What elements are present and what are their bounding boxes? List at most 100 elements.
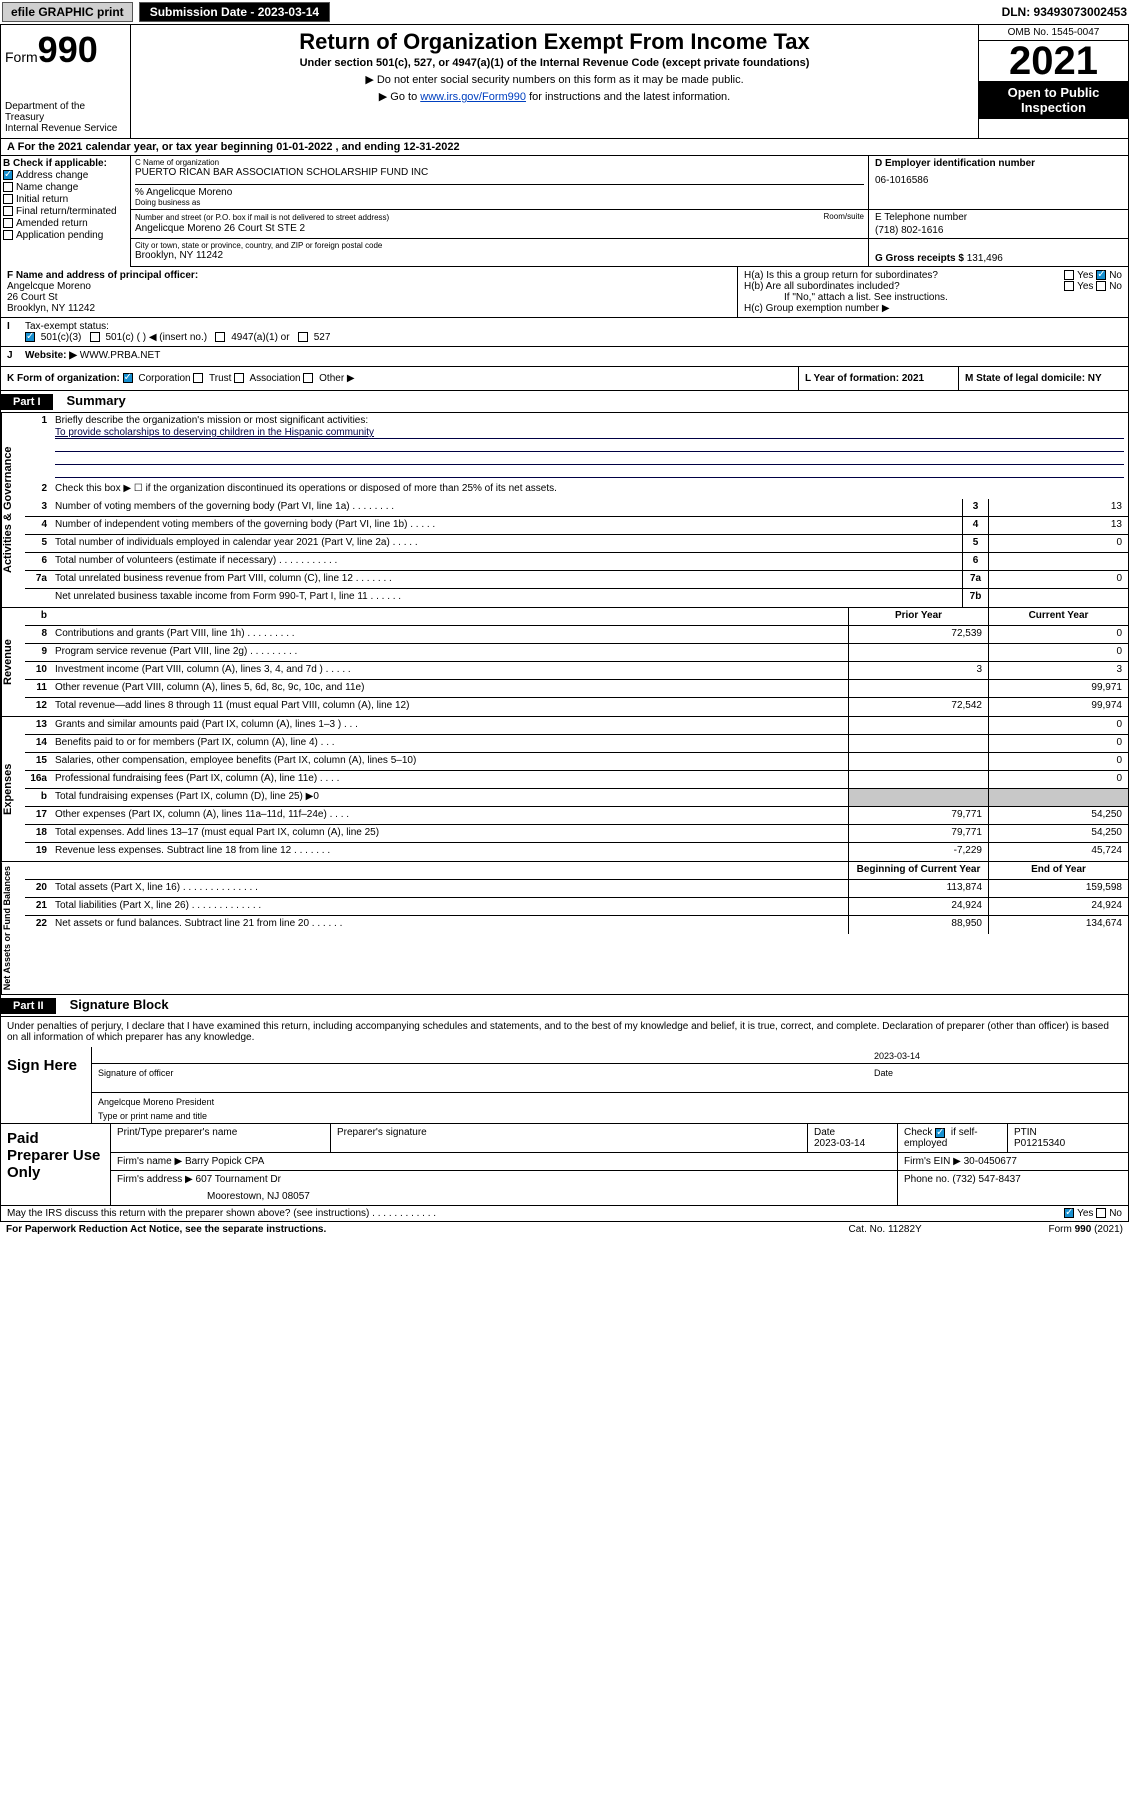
firm-name: Barry Popick CPA [185,1156,264,1167]
vtab-governance: Activities & Governance [1,413,25,607]
section-fh: F Name and address of principal officer:… [0,267,1129,318]
ha-question: H(a) Is this a group return for subordin… [744,270,1122,281]
topbar: efile GRAPHIC print Submission Date - 20… [0,0,1129,25]
open-public-badge: Open to Public Inspection [979,81,1128,119]
footer-discuss: May the IRS discuss this return with the… [0,1206,1129,1222]
chk-address-change[interactable]: Address change [3,170,128,181]
chk-self-employed[interactable] [935,1128,945,1138]
website-value: WWW.PRBA.NET [80,350,161,363]
part2-header: Part IISignature Block [0,995,1129,1017]
discuss-yes[interactable] [1064,1208,1074,1218]
chk-corp[interactable] [123,373,133,383]
ha-no[interactable] [1096,270,1106,280]
cat-no: Cat. No. 11282Y [849,1224,1049,1235]
c-name-label: C Name of organization [135,158,864,167]
room-label: Room/suite [824,212,864,221]
care-of: % Angelicque Moreno [135,184,864,198]
irs-label: Internal Revenue Service [5,123,126,134]
netassets-section: Net Assets or Fund Balances Beginning of… [0,862,1129,995]
form-ref: Form 990 (2021) [1049,1224,1123,1235]
sig-officer-label: Signature of officer [92,1066,868,1080]
discuss-no[interactable] [1096,1208,1106,1218]
hb-yes[interactable] [1064,281,1074,291]
hdr-beg: Beginning of Current Year [848,862,988,879]
sign-here-label: Sign Here [1,1047,91,1123]
ptin-value: P01215340 [1014,1138,1065,1149]
hdr-end: End of Year [988,862,1128,879]
firm-phone: (732) 547-8437 [952,1174,1020,1185]
d-label: D Employer identification number [875,158,1035,169]
city-label: City or town, state or province, country… [135,241,864,250]
paid-preparer-label: Paid Preparer Use Only [1,1124,111,1205]
row-a-period: A For the 2021 calendar year, or tax yea… [0,139,1129,156]
dba-label: Doing business as [135,198,864,207]
hb-note: If "No," attach a list. See instructions… [744,292,1122,303]
chk-name-change[interactable]: Name change [3,182,128,193]
row-klm: K Form of organization: Corporation Trus… [0,367,1129,391]
chk-final-return[interactable]: Final return/terminated [3,206,128,217]
chk-501c3[interactable] [25,332,35,342]
note-link: ▶ Go to www.irs.gov/Form990 for instruct… [135,90,974,103]
city-value: Brooklyn, NY 11242 [135,250,864,261]
chk-amended[interactable]: Amended return [3,218,128,229]
prep-name-hdr: Print/Type preparer's name [111,1124,331,1152]
hdr-curr: Current Year [988,608,1128,625]
prep-sig-hdr: Preparer's signature [331,1124,808,1152]
revenue-section: Revenue b Prior Year Current Year 8Contr… [0,608,1129,717]
hdr-prior: Prior Year [848,608,988,625]
q2-label: Check this box ▶ ☐ if the organization d… [51,481,1128,499]
street-label: Number and street (or P.O. box if mail i… [135,213,389,222]
officer-city: Brooklyn, NY 11242 [7,303,731,314]
irs-link[interactable]: www.irs.gov/Form990 [420,91,526,103]
ein-value: 06-1016586 [875,175,1122,186]
efile-button[interactable]: efile GRAPHIC print [2,2,133,22]
tax-year: 2021 [979,41,1128,81]
part1-header: Part ISummary [0,391,1129,413]
chk-initial-return[interactable]: Initial return [3,194,128,205]
q1-label: Briefly describe the organization's miss… [55,415,368,426]
g-label: G Gross receipts $ [875,253,964,264]
mission-text: To provide scholarships to deserving chi… [55,427,1124,439]
ha-yes[interactable] [1064,270,1074,280]
sig-name: Angelcque Moreno President [92,1095,1128,1109]
form-title: Return of Organization Exempt From Incom… [135,29,974,55]
paid-preparer-block: Paid Preparer Use Only Print/Type prepar… [0,1124,1129,1206]
submission-date-button[interactable]: Submission Date - 2023-03-14 [139,2,330,22]
officer-name: Angelcque Moreno [7,281,731,292]
chk-assoc[interactable] [234,373,244,383]
governance-section: Activities & Governance 1 Briefly descri… [0,413,1129,608]
vtab-revenue: Revenue [1,608,25,716]
street-value: Angelicque Moreno 26 Court St STE 2 [135,223,864,234]
b-label: B Check if applicable: [3,158,107,169]
gross-receipts: 131,496 [967,253,1003,264]
form-header: Form990 Department of the Treasury Inter… [0,25,1129,139]
chk-other[interactable] [303,373,313,383]
sig-date-label: Date [868,1066,1128,1080]
vtab-netassets: Net Assets or Fund Balances [1,862,25,994]
chk-trust[interactable] [193,373,203,383]
chk-501c[interactable] [90,332,100,342]
year-formation: L Year of formation: 2021 [798,367,958,390]
footer-pra: For Paperwork Reduction Act Notice, see … [0,1222,1129,1237]
firm-addr2: Moorestown, NJ 08057 [117,1191,891,1202]
officer-street: 26 Court St [7,292,731,303]
sig-name-label: Type or print name and title [92,1109,1128,1123]
firm-addr1: 607 Tournament Dr [196,1174,281,1185]
chk-app-pending[interactable]: Application pending [3,230,128,241]
hb-no[interactable] [1096,281,1106,291]
hb-question: H(b) Are all subordinates included? Yes … [744,281,1122,292]
form-label: Form990 [5,29,126,71]
declaration: Under penalties of perjury, I declare th… [1,1017,1128,1047]
e-label: E Telephone number [875,212,1122,223]
phone-value: (718) 802-1616 [875,225,1122,236]
chk-4947[interactable] [215,332,225,342]
row-i: I Tax-exempt status: 501(c)(3) 501(c) ( … [0,318,1129,347]
hc-label: H(c) Group exemption number ▶ [744,303,1122,314]
firm-ein: 30-0450677 [964,1156,1017,1167]
org-name: PUERTO RICAN BAR ASSOCIATION SCHOLARSHIP… [135,167,864,178]
row-j: JWebsite: ▶ WWW.PRBA.NET [0,347,1129,367]
signature-block: Under penalties of perjury, I declare th… [0,1017,1129,1124]
chk-527[interactable] [298,332,308,342]
vtab-expenses: Expenses [1,717,25,861]
note-ssn: ▶ Do not enter social security numbers o… [135,73,974,86]
